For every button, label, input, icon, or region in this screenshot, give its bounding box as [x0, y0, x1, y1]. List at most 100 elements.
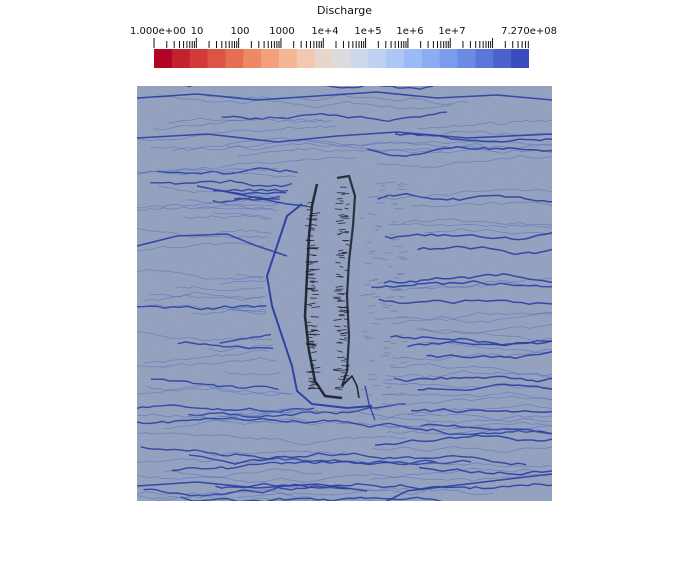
drainage-channel: [392, 311, 552, 325]
scarp-gully: [310, 316, 319, 318]
discharge-map[interactable]: [137, 86, 552, 501]
scarp-gully: [309, 280, 315, 283]
scarp-gully: [338, 341, 342, 344]
scarp-gully: [310, 346, 316, 349]
colorbar-label-10: 10: [190, 26, 204, 37]
drainage-channel: [387, 395, 552, 407]
colorbar-step: [154, 49, 173, 68]
scarp-gully: [383, 304, 393, 307]
drainage-channel: [413, 279, 552, 290]
scarp-gully: [334, 325, 341, 328]
scarp-gully: [397, 273, 405, 276]
drainage-channel: [373, 312, 552, 321]
scarp-gully: [388, 378, 393, 381]
scarp-gully: [401, 383, 408, 386]
scarp-gully: [337, 249, 344, 252]
drainage-channel: [156, 167, 298, 175]
scarp-gully: [345, 364, 350, 367]
drainage-channel: [137, 331, 273, 341]
colorbar-step: [279, 49, 298, 68]
scarp-gully: [391, 203, 398, 205]
scarp-gully: [311, 284, 315, 287]
scarp-gully: [337, 378, 343, 381]
scarp-gully: [309, 234, 314, 237]
scarp-gully: [335, 386, 345, 389]
drainage-channel: [163, 468, 323, 479]
colorbar-step: [457, 49, 477, 68]
scarp-gully: [383, 346, 390, 350]
drainage-channel: [372, 445, 552, 453]
scarp-gully: [306, 302, 314, 306]
scarp-gully: [388, 265, 393, 268]
colorbar-label-1e6: 1e+6: [396, 26, 424, 37]
scarp-gully: [344, 214, 348, 217]
scarp-gully: [399, 250, 408, 254]
drainage-channel: [215, 482, 552, 490]
drainage-channel: [220, 280, 267, 284]
scarp-gully: [368, 359, 375, 362]
trunk-channel: [137, 481, 368, 492]
scarp-gully: [338, 313, 345, 316]
scarp-gully: [312, 325, 317, 328]
trunk-channel: [137, 91, 552, 101]
scarp-gully: [385, 251, 393, 254]
scarp-gully: [309, 218, 317, 221]
colorbar-step: [493, 49, 512, 68]
scarp-gully: [333, 369, 343, 372]
colorbar-step: [296, 49, 316, 68]
scarp-gully: [386, 296, 396, 298]
colorbar-title: Discharge: [316, 4, 373, 17]
colorbar-step: [261, 49, 280, 68]
scarp-gully: [309, 333, 317, 336]
scarp-gully: [364, 284, 371, 286]
drainage-channel: [417, 245, 552, 256]
colorbar-step: [439, 49, 459, 68]
drainage-channel: [377, 422, 552, 429]
scarp-gully: [370, 322, 381, 325]
scarp-gully: [344, 207, 349, 210]
drainage-channel: [143, 350, 269, 363]
scarp-gully: [367, 212, 378, 216]
scarp-gully: [393, 207, 403, 210]
drainage-channel: [150, 179, 293, 188]
scarp-gully: [306, 239, 310, 242]
scarp-gully: [343, 325, 347, 328]
drainage-channel: [198, 206, 275, 210]
drainage-channels: [137, 86, 552, 501]
drainage-channel: [171, 460, 437, 472]
scarp-gully: [336, 306, 343, 309]
scarp-gully: [368, 279, 379, 282]
drainage-channel: [137, 304, 267, 311]
drainage-channel: [391, 349, 552, 361]
scarp-gully: [339, 256, 346, 259]
scarp-gully: [391, 288, 402, 292]
scarp-gully: [338, 275, 344, 278]
scarp-gully: [343, 357, 348, 361]
scarp-gully: [367, 252, 375, 255]
scarp-gully: [337, 350, 343, 353]
drainage-channel: [407, 339, 552, 348]
colorbar-label-1000: 1000: [269, 26, 295, 37]
drainage-channel: [388, 223, 552, 229]
drainage-channel: [150, 137, 483, 152]
scarp-gully: [368, 394, 373, 396]
scarp-gully: [305, 324, 314, 327]
drainage-channel: [226, 139, 552, 149]
drainage-channel: [137, 416, 552, 436]
colorbar-step: [207, 49, 227, 68]
drainage-channel: [416, 119, 552, 130]
drainage-channel: [221, 111, 448, 123]
drainage-channel: [426, 351, 552, 360]
scarp-gully: [374, 228, 379, 232]
scarp-gully: [344, 311, 350, 314]
scarp-gully: [389, 364, 395, 367]
scarp-gully: [341, 360, 346, 362]
colorbar-label-min: 1.000e+00: [130, 26, 186, 37]
scarp-gully: [368, 373, 376, 376]
scarp-gully: [375, 408, 382, 411]
drainage-channel: [137, 228, 268, 239]
drainage-channel: [188, 403, 406, 419]
drainage-channel: [137, 467, 532, 484]
colorbar-step: [243, 49, 262, 68]
